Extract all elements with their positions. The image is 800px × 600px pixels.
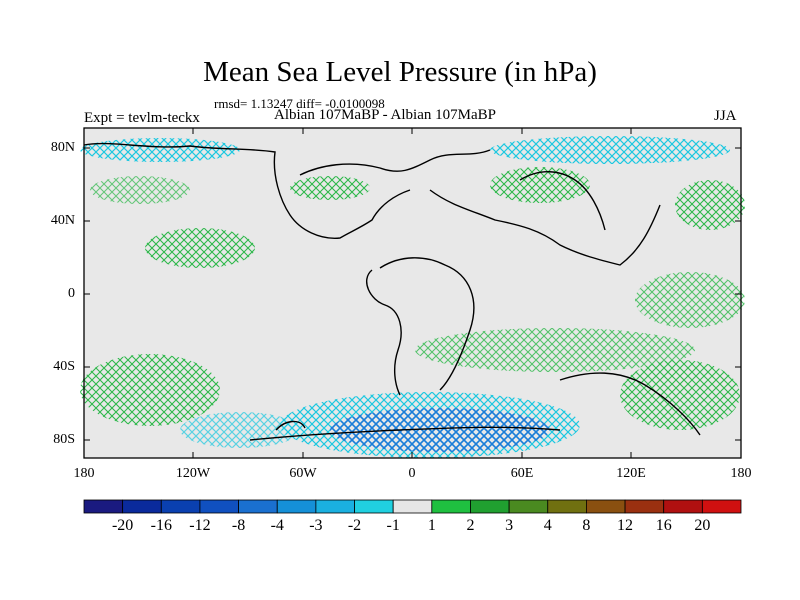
lon-tick-label: 180 xyxy=(730,466,752,481)
anomaly-region xyxy=(180,412,300,448)
lon-tick-label: 120E xyxy=(616,466,646,481)
colorbar-swatch xyxy=(508,499,549,514)
north-america-coast xyxy=(83,142,411,239)
rmsd-diff-stats: rmsd= 1.13247 diff= -0.0100098 xyxy=(214,96,385,111)
antarctica-coast xyxy=(249,426,561,441)
colorbar-swatch xyxy=(160,499,201,514)
lat-tick-label: 80N xyxy=(50,140,75,155)
anomaly-region xyxy=(330,408,550,452)
colorbar-swatch xyxy=(315,499,355,514)
africa-coast xyxy=(379,257,475,391)
lat-tick-label: 40S xyxy=(53,359,75,374)
lat-tick-label: 0 xyxy=(68,286,75,301)
lon-tick-label: 60W xyxy=(289,466,317,481)
chart-title: Mean Sea Level Pressure (in hPa) xyxy=(203,56,597,88)
colorbar-swatch xyxy=(431,499,471,514)
anomaly-region xyxy=(415,328,695,372)
colorbar-swatch xyxy=(354,499,394,514)
anomaly-region xyxy=(490,167,590,203)
asia-east-coast xyxy=(519,171,606,231)
anomaly-regions xyxy=(80,136,745,458)
colorbar-swatch xyxy=(547,499,587,514)
lon-ticks xyxy=(83,128,742,458)
colorbar-swatch xyxy=(586,499,626,514)
lat-tick-label: 40N xyxy=(50,213,75,228)
colorbar-swatch xyxy=(624,499,665,514)
anomaly-region xyxy=(635,272,745,328)
colorbar-swatch xyxy=(663,499,703,514)
colorbar-swatch xyxy=(276,499,317,514)
colorbar-swatch xyxy=(701,499,742,514)
lat-tick-label: 80S xyxy=(53,432,75,447)
colorbar-swatch xyxy=(470,499,510,514)
south-america-coast xyxy=(366,269,402,396)
lon-tick-label: 180 xyxy=(73,466,95,481)
lon-tick-label: 0 xyxy=(408,466,416,481)
experiment-label: Expt = tevlm-teckx xyxy=(84,110,200,126)
anomaly-region xyxy=(620,360,740,430)
colorbar-swatch xyxy=(122,499,162,514)
australia-antarctica-coast xyxy=(559,372,701,436)
anomaly-region xyxy=(490,136,730,164)
colorbar-swatch xyxy=(238,499,278,514)
south-pacific-fragment xyxy=(275,420,306,431)
period-label: Albian 107MaBP - Albian 107MaBP xyxy=(274,107,496,123)
colorbar-swatch xyxy=(199,499,239,514)
eurasia-coast xyxy=(429,189,661,266)
lon-tick-label: 120W xyxy=(175,466,211,481)
anomaly-region xyxy=(290,176,370,200)
anomaly-region xyxy=(145,228,255,268)
anomaly-region xyxy=(90,176,190,204)
lon-tick-label: 60E xyxy=(510,466,534,481)
arctic-coast xyxy=(299,149,491,176)
anomaly-region xyxy=(80,138,240,162)
lat-ticks xyxy=(84,147,741,441)
anomaly-region xyxy=(80,354,220,426)
season-label: JJA xyxy=(714,108,737,124)
colorbar-swatch xyxy=(392,499,433,514)
colorbar xyxy=(83,499,742,514)
colorbar-swatch xyxy=(83,499,124,514)
coastlines xyxy=(83,142,701,441)
anomaly-region xyxy=(675,180,745,230)
